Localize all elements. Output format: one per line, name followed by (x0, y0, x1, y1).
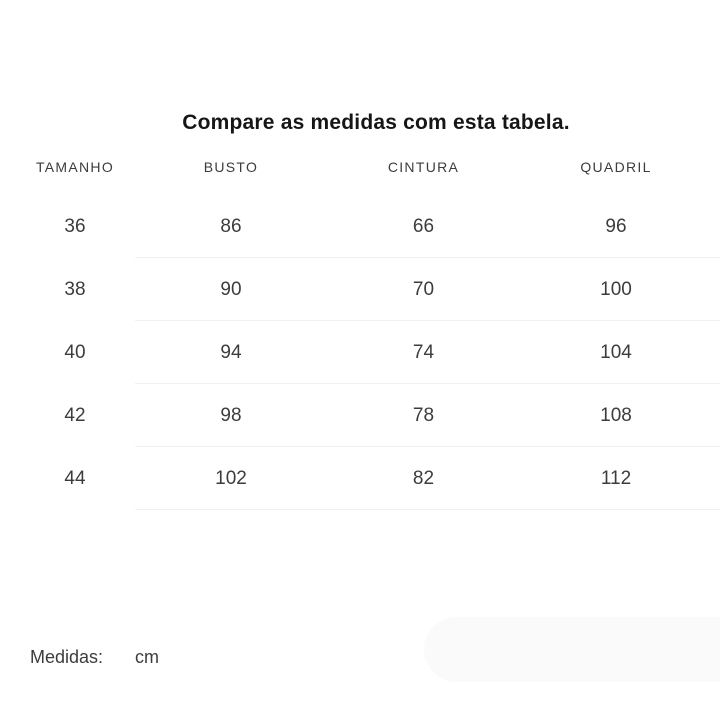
table-header-row: TAMANHO BUSTO CINTURA QUADRIL (15, 147, 712, 187)
hip-value: 104 (600, 341, 632, 363)
hip-value: 96 (605, 215, 627, 237)
table-row: 36 86 66 96 (15, 195, 720, 258)
waist-value: 74 (412, 341, 435, 363)
hip-value: 108 (600, 404, 632, 426)
table-body: 36 86 66 96 38 90 70 100 40 94 74 104 42… (15, 195, 720, 510)
waist-value: 82 (412, 467, 435, 489)
measures-label: Medidas: (30, 647, 104, 667)
bust-value: 90 (220, 278, 242, 300)
waist-value: 78 (412, 404, 435, 426)
size-value: 44 (64, 467, 86, 489)
measures-unit: cm (135, 647, 159, 667)
table-row: 42 98 78 108 (15, 384, 720, 447)
waist-value: 66 (412, 215, 435, 237)
hip-value: 100 (600, 278, 632, 300)
table-row: 44 102 82 112 (15, 447, 720, 510)
measures-footer: Medidas: cm (30, 647, 159, 668)
column-header-busto: BUSTO (203, 159, 259, 175)
bust-value: 86 (220, 215, 242, 237)
column-header-cintura: CINTURA (387, 159, 460, 175)
column-header-quadril: QUADRIL (580, 159, 652, 175)
size-value: 40 (64, 341, 86, 363)
table-row: 40 94 74 104 (15, 321, 720, 384)
hip-value: 112 (600, 467, 632, 489)
column-header-tamanho: TAMANHO (35, 159, 115, 175)
table-row: 38 90 70 100 (15, 258, 720, 321)
bust-value: 94 (220, 341, 242, 363)
size-table: TAMANHO BUSTO CINTURA QUADRIL 36 86 66 9… (15, 147, 720, 510)
size-value: 36 (64, 215, 86, 237)
size-value: 38 (64, 278, 86, 300)
rounded-pill-shape (424, 617, 720, 682)
bust-value: 102 (215, 467, 247, 489)
page-title: Compare as medidas com esta tabela. (182, 111, 570, 134)
bust-value: 98 (220, 404, 242, 426)
waist-value: 70 (412, 278, 435, 300)
size-value: 42 (64, 404, 86, 426)
